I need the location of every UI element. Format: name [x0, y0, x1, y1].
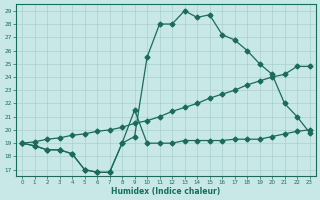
X-axis label: Humidex (Indice chaleur): Humidex (Indice chaleur) [111, 187, 220, 196]
